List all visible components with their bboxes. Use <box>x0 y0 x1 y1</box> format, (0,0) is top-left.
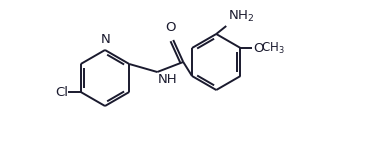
Text: NH$_2$: NH$_2$ <box>228 9 254 24</box>
Text: NH: NH <box>158 73 178 86</box>
Text: N: N <box>101 33 111 46</box>
Text: Cl: Cl <box>55 85 68 99</box>
Text: O: O <box>253 42 264 54</box>
Text: CH$_3$: CH$_3$ <box>262 40 285 56</box>
Text: O: O <box>165 21 176 34</box>
